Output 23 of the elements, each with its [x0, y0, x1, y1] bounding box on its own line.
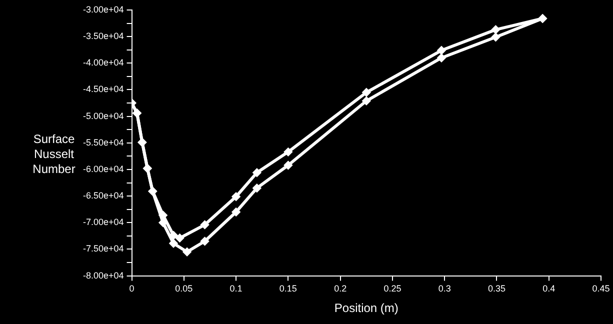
y-tick-label: -4.00e+04 [82, 58, 124, 68]
x-tick-label: 0 [129, 284, 134, 294]
x-tick-label: 0.35 [488, 284, 506, 294]
y-tick-label: -5.50e+04 [82, 137, 124, 148]
x-tick-label: 0.45 [592, 284, 610, 294]
y-tick-label: -6.00e+04 [82, 164, 124, 174]
y-tick-label: -5.00e+04 [82, 110, 124, 121]
y-tick-label: -3.00e+04 [82, 4, 124, 14]
y-tick-label: -3.50e+04 [82, 31, 124, 42]
x-tick-label: 0.4 [542, 284, 556, 294]
y-tick-label: -4.50e+04 [82, 84, 124, 94]
x-tick-label: 0.2 [334, 284, 347, 294]
y-tick-label: -6.50e+04 [82, 190, 124, 201]
x-axis-title: Position (m) [334, 301, 398, 316]
y-tick-label: -7.00e+04 [82, 217, 124, 228]
x-tick-label: 0.25 [384, 284, 402, 294]
x-tick-label: 0.1 [230, 284, 242, 294]
y-tick-label: -8.00e+04 [82, 270, 124, 280]
y-tick-label: -7.50e+04 [82, 244, 124, 254]
x-tick-label: 0.15 [279, 284, 297, 294]
x-tick-label: 0.3 [438, 284, 451, 294]
y-axis-title: Surface Nusselt Number [32, 132, 76, 176]
x-tick-label: 0.05 [175, 284, 193, 294]
